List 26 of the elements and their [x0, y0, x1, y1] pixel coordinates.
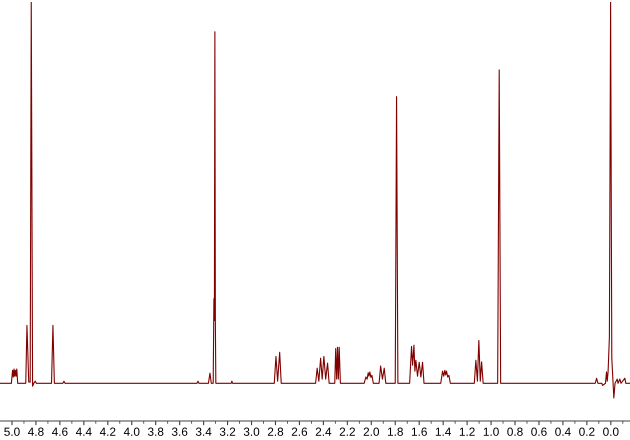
x-tick-label: 0.4: [555, 428, 571, 436]
x-tick-label: 3.2: [220, 428, 236, 436]
x-tick-label: 0.0: [603, 428, 619, 436]
x-tick-label: 1.0: [484, 428, 499, 436]
x-tick-label: 2.2: [340, 428, 355, 436]
x-tick-label: 5.0: [4, 428, 20, 436]
x-tick-label: 3.0: [244, 428, 260, 436]
x-tick-label: 1.6: [412, 428, 427, 436]
x-tick-label: 2.6: [292, 428, 308, 436]
x-tick-label: 4.4: [76, 428, 92, 436]
x-tick-label: 3.6: [172, 428, 188, 436]
x-tick-label: 0.6: [531, 428, 547, 436]
x-tick-label: 1.8: [388, 428, 403, 436]
x-tick-label: 4.6: [52, 428, 68, 436]
x-tick-label: 2.8: [268, 428, 284, 436]
x-tick-label: 0.2: [579, 428, 594, 436]
x-tick-label: 2.0: [364, 428, 380, 436]
x-tick-label: 4.8: [28, 428, 44, 436]
x-tick-label: 3.4: [196, 428, 212, 436]
x-tick-label: 4.2: [100, 428, 116, 436]
x-tick-label: 0.8: [507, 428, 523, 436]
x-tick-label: 1.2: [460, 428, 475, 436]
x-tick-label: 1.4: [436, 428, 452, 436]
x-tick-label: 3.8: [148, 428, 164, 436]
x-tick-label: 2.4: [316, 428, 332, 436]
x-tick-label: 4.0: [124, 428, 140, 436]
